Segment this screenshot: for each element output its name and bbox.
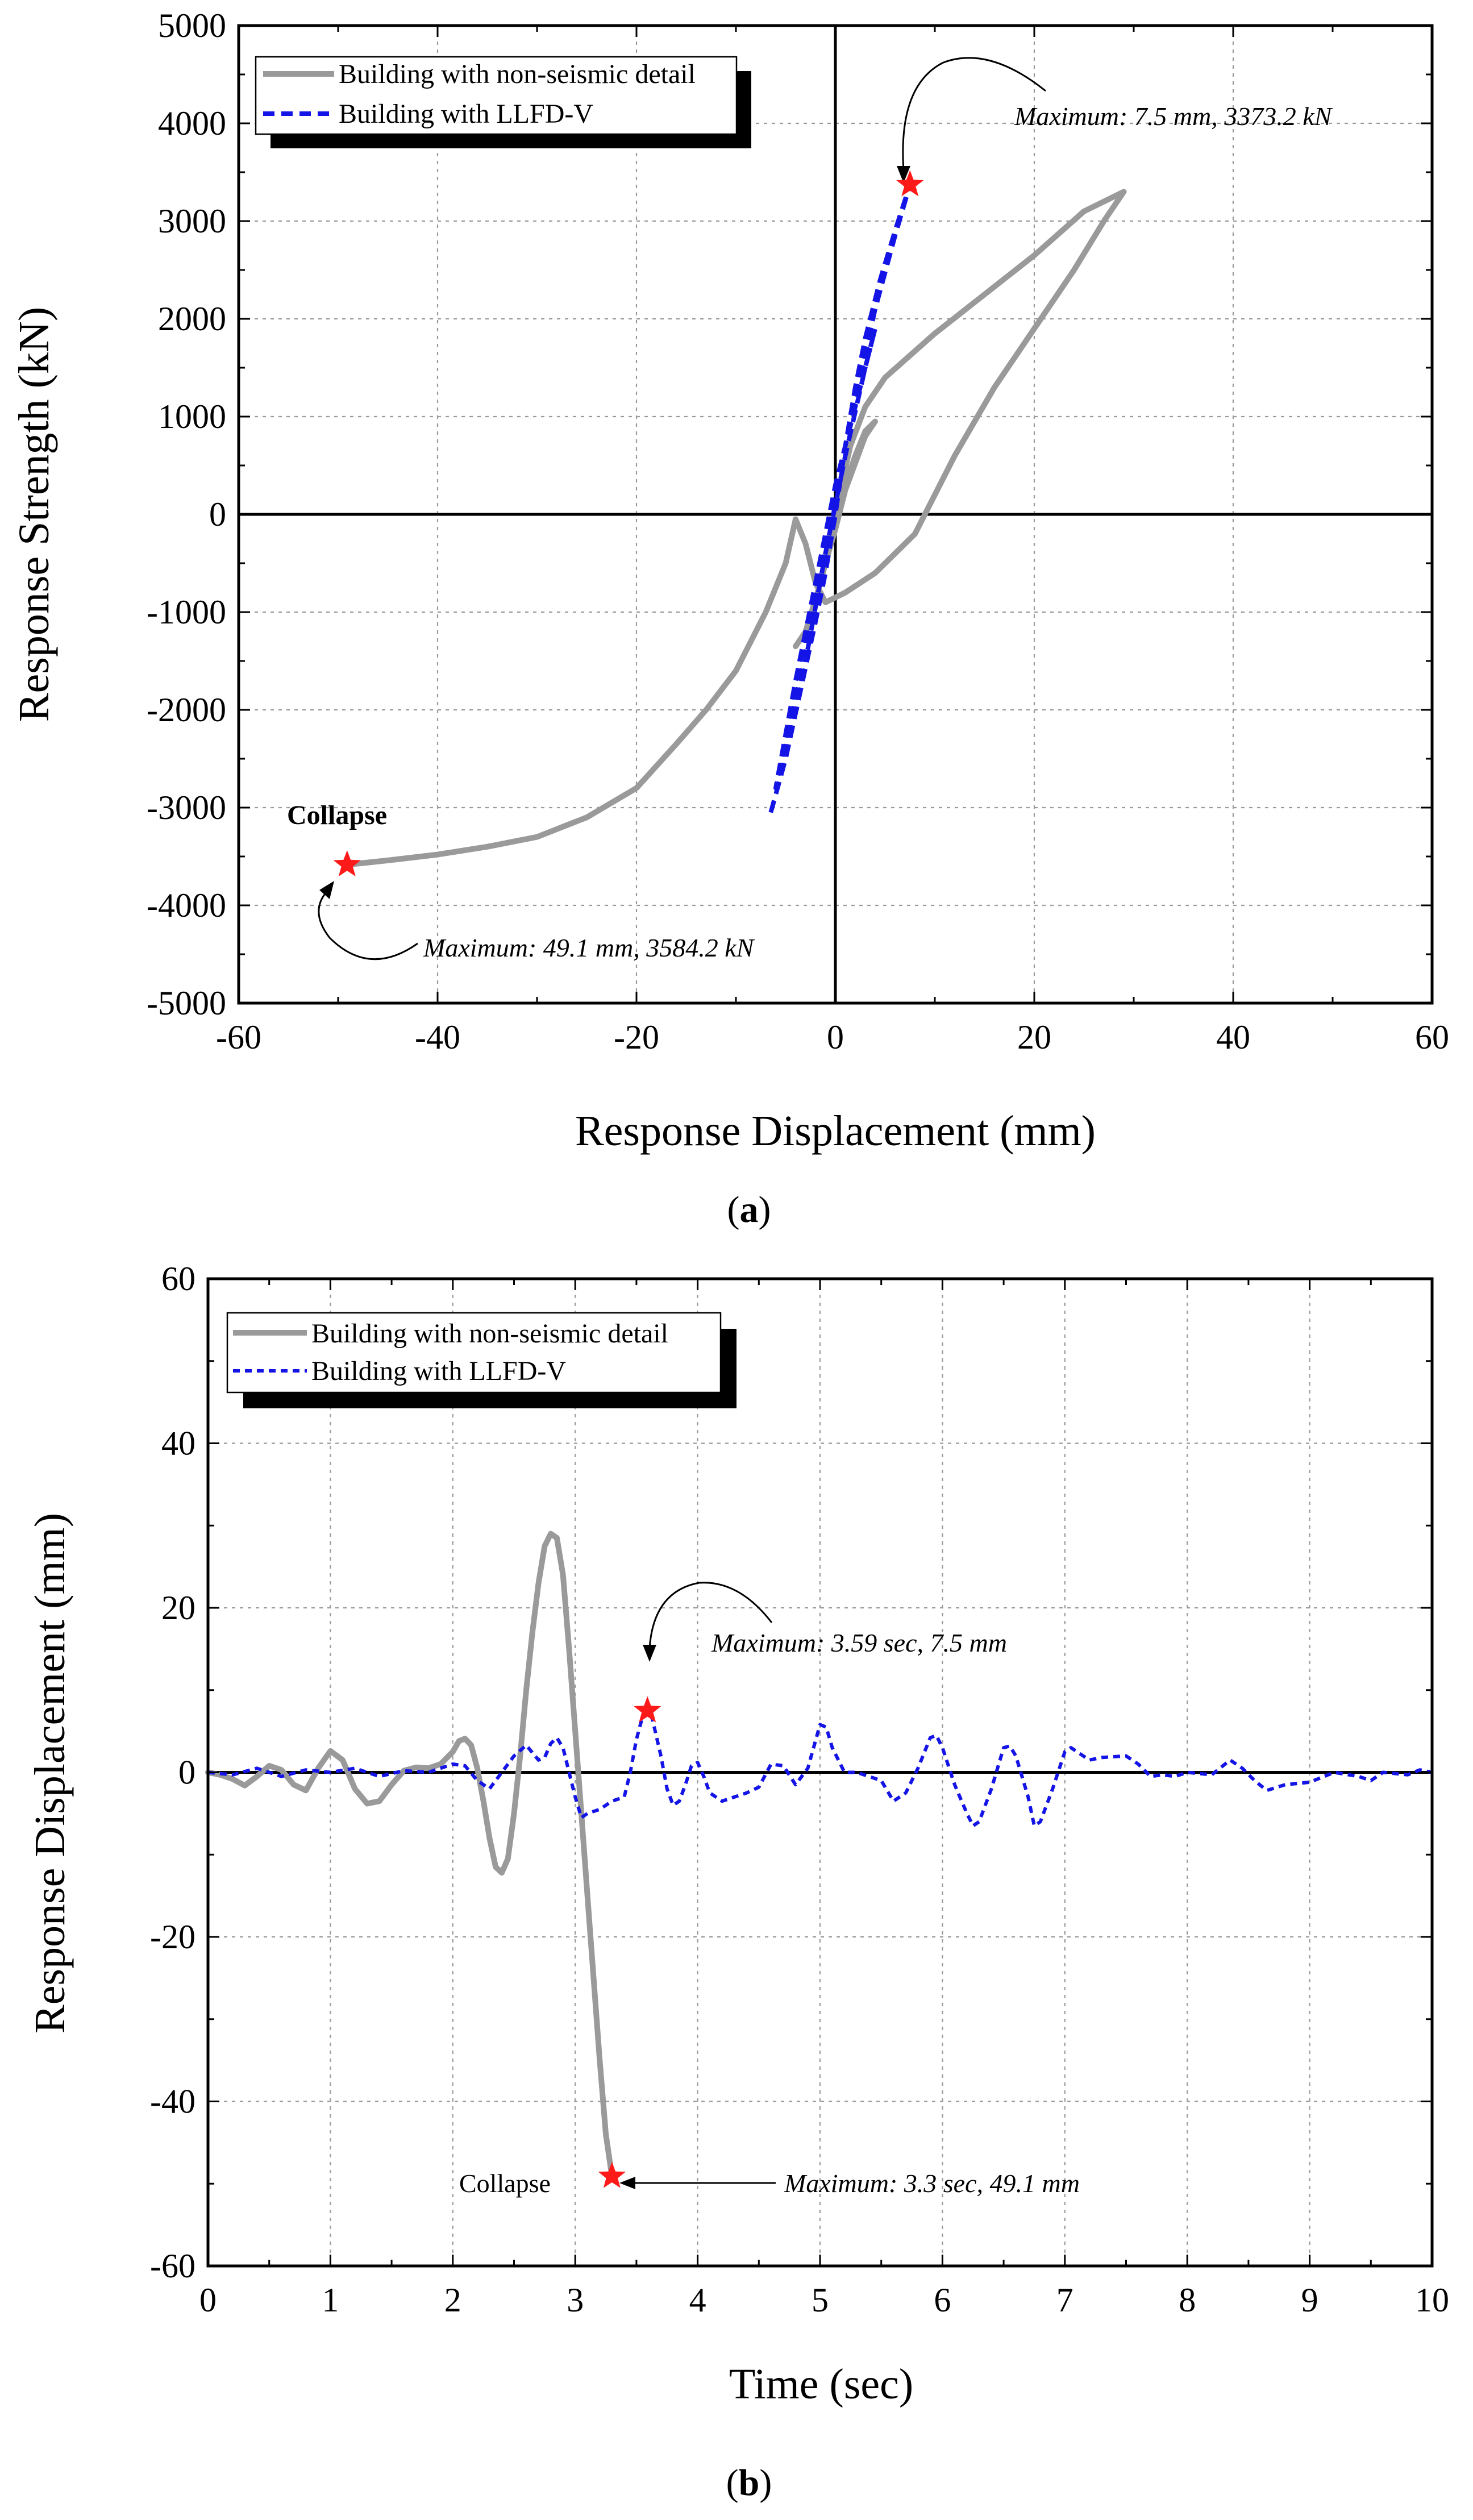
panel-a-y-tick-label: -4000 [147, 887, 226, 924]
panel-b-x-tick-label: 2 [444, 2281, 461, 2319]
panel-b-y-tick-label: -60 [150, 2247, 195, 2285]
panel-b-x-tick-label: 8 [1179, 2281, 1196, 2319]
panel-a-caption-close: ) [759, 1189, 771, 1230]
panel-a-arrow-max-collapse [318, 892, 418, 960]
panel-b-y-tick-label: 40 [161, 1425, 195, 1462]
panel-a-series-non-seismic [344, 189, 1127, 868]
panel-a-y-tick-label: 2000 [158, 300, 226, 338]
panel-b-legend: Building with non-seismic detail Buildin… [226, 1312, 737, 1408]
panel-a-annotation-max-collapse: Maximum: 49.1 mm, 3584.2 kN [423, 933, 755, 962]
panel-b-y-tick-label: -20 [150, 1918, 195, 1956]
panel-b-x-tick-label: 1 [322, 2281, 339, 2319]
panel-a-x-tick-label: 20 [1017, 1018, 1051, 1056]
panel-a-arrowhead-max-collapse [319, 881, 334, 899]
panel-a-y-tick-label: -5000 [147, 984, 226, 1022]
panel-a-y-tick-label: 3000 [158, 202, 226, 240]
panel-b-arrow-max-llfd [648, 1582, 773, 1649]
panel-a-y-tick-label: -3000 [147, 789, 226, 826]
panel-b-markers [598, 1696, 661, 2188]
panel-b-x-tick-label: 10 [1415, 2281, 1449, 2319]
panel-b-marker-star-max-llfd [634, 1696, 661, 1723]
panel-b-x-tick-label: 7 [1056, 2281, 1073, 2319]
panel-b-x-tick-label: 0 [199, 2281, 217, 2319]
panel-a-caption-letter: a [740, 1189, 759, 1230]
panel-a-caption-open: ( [727, 1189, 740, 1230]
panel-b-annotation-max-collapse: Maximum: 3.3 sec, 49.1 mm [784, 2169, 1080, 2198]
panel-b-caption-letter: b [739, 2462, 760, 2504]
panel-b-y-tick-label: 0 [178, 1754, 195, 1791]
panel-a-legend-box [255, 56, 738, 135]
panel-a-x-tick-label: 60 [1415, 1018, 1449, 1056]
panel-a-y-tick-label: 4000 [158, 105, 226, 142]
panel-b-series-llfd-v [207, 1708, 1433, 1828]
panel-a-arrow-max-llfd [902, 57, 1046, 171]
panel-b-caption: (b) [726, 2462, 772, 2504]
panel-b-y-tick-label: -40 [150, 2083, 195, 2120]
panel-b-arrowhead-max-collapse [619, 2177, 635, 2189]
panel-b-y-tick-label: 60 [161, 1260, 195, 1298]
panel-a-x-tick-label: 40 [1216, 1018, 1250, 1056]
panel-b-tick-labels: 0 1 2 3 4 5 6 7 8 9 10 -60 -40 -20 0 20 40 60 [150, 1260, 1449, 2319]
legend-label-non-seismic-b: Building with non-seismic detail [311, 1319, 668, 1349]
panel-a-y-tick-label: 5000 [158, 7, 226, 44]
panel-a-marker-star-collapse [333, 850, 361, 877]
panel-a-strength-vs-displacement: -60 -40 -20 0 20 40 60 -5000 -4000 -3000 -2000 -100… [10, 7, 1449, 1230]
panel-b-x-tick-label: 5 [812, 2281, 829, 2319]
panel-a-x-tick-label: 0 [827, 1018, 844, 1056]
panel-a-x-axis-title: Response Displacement (mm) [575, 1107, 1096, 1155]
panel-a-y-tick-label: -1000 [147, 593, 226, 631]
panel-b-series-non-seismic [205, 1531, 615, 2180]
panel-b-ticks [207, 1278, 1433, 2267]
legend-label-llfd-b: Building with LLFD-V [311, 1356, 566, 1386]
panel-b-series [205, 1531, 1433, 2180]
panel-b-legend-box [226, 1312, 722, 1394]
panel-a-y-tick-label: 1000 [158, 398, 226, 435]
panel-a-marker-star-max-llfd [896, 170, 924, 197]
panel-a-collapse-label: Collapse [287, 800, 387, 830]
panel-a-x-tick-label: -40 [415, 1018, 460, 1056]
legend-label-llfd: Building with LLFD-V [339, 99, 593, 129]
panel-b-displacement-vs-time: 0 1 2 3 4 5 6 7 8 9 10 -60 -40 -20 0 20 40 60 Building wi… [26, 1260, 1449, 2504]
panel-a-series [344, 182, 1127, 868]
panel-a-series-llfd-v [768, 182, 913, 813]
panel-a-caption: (a) [727, 1189, 771, 1230]
panel-b-arrowhead-max-llfd [643, 1645, 656, 1662]
panel-a-ticks [238, 24, 1433, 1004]
panel-a-legend: Building with non-seismic detail Buildin… [255, 56, 751, 148]
panel-a-annotation-max-llfd: Maximum: 7.5 mm, 3373.2 kN [1014, 102, 1333, 131]
panel-b-x-axis-title: Time (sec) [729, 2360, 913, 2408]
panel-a-tick-labels: -60 -40 -20 0 20 40 60 -5000 -4000 -3000 -2000 -100… [147, 7, 1449, 1056]
panel-b-y-axis-title: Response Displacement (mm) [26, 1513, 74, 2034]
panel-a-y-tick-label: -2000 [147, 691, 226, 729]
panel-b-x-tick-label: 3 [567, 2281, 584, 2319]
legend-label-non-seismic: Building with non-seismic detail [339, 59, 696, 89]
panel-b-caption-open: ( [726, 2462, 739, 2504]
panel-a-arrowhead-max-llfd [897, 166, 910, 183]
panel-b-annotation-max-llfd: Maximum: 3.59 sec, 7.5 mm [711, 1628, 1007, 1657]
panel-b-x-tick-label: 6 [934, 2281, 951, 2319]
panel-b-marker-star-collapse [598, 2161, 626, 2188]
panel-a-x-tick-label: -20 [614, 1018, 659, 1056]
panel-b-y-tick-label: 20 [161, 1589, 195, 1627]
panel-b-x-tick-label: 4 [689, 2281, 706, 2319]
panel-a-markers [333, 170, 924, 877]
panel-a-x-tick-label: -60 [216, 1018, 261, 1056]
panel-a-y-tick-label: 0 [209, 496, 226, 533]
panel-b-caption-close: ) [759, 2462, 772, 2504]
panel-a-y-axis-title: Response Strength (kN) [10, 307, 58, 722]
panel-b-collapse-label: Collapse [459, 2169, 551, 2198]
panel-b-x-tick-label: 9 [1301, 2281, 1318, 2319]
